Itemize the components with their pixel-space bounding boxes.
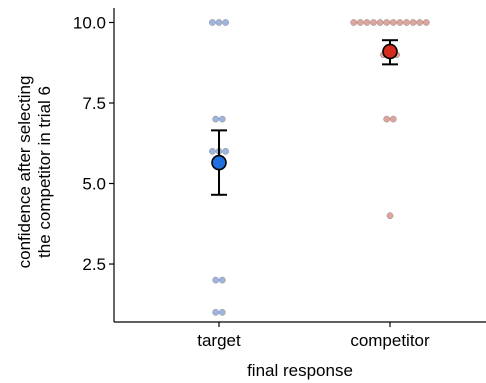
data-point-competitor bbox=[376, 19, 384, 26]
y-tick-label: 2.5 bbox=[82, 255, 106, 274]
data-point-target bbox=[218, 115, 226, 123]
mean-point-target bbox=[211, 154, 227, 171]
data-point-target bbox=[218, 276, 226, 284]
y-axis-title-line-2: the competitor in trial 6 bbox=[35, 86, 54, 258]
data-point-target bbox=[222, 147, 229, 155]
data-point-competitor bbox=[363, 19, 371, 26]
data-point-target bbox=[212, 308, 220, 316]
y-axis-title-line-1: confidence after selecting bbox=[15, 76, 34, 269]
data-point-target bbox=[209, 147, 216, 155]
data-point-competitor bbox=[422, 19, 430, 26]
data-point-competitor bbox=[416, 19, 424, 26]
x-axis-ticks: target competitor bbox=[197, 322, 430, 350]
y-axis-ticks: 2.5 5.0 7.5 10.0 bbox=[73, 13, 114, 274]
data-point-competitor bbox=[356, 19, 364, 26]
data-point-target bbox=[215, 19, 223, 26]
mean-point-competitor bbox=[382, 43, 398, 60]
y-axis-title: confidence after selecting the competito… bbox=[15, 76, 54, 269]
data-point-target bbox=[212, 276, 220, 284]
data-point-competitor bbox=[396, 19, 404, 26]
x-tick-label: target bbox=[197, 331, 241, 350]
data-point-target bbox=[212, 115, 220, 123]
x-tick-label: competitor bbox=[350, 331, 430, 350]
y-tick-label: 10.0 bbox=[73, 13, 106, 32]
mean-error-bars bbox=[211, 39, 398, 196]
data-point-competitor bbox=[409, 19, 417, 26]
data-point-target bbox=[218, 308, 226, 316]
data-point-competitor bbox=[403, 19, 410, 26]
data-point-competitor bbox=[389, 115, 397, 123]
data-point-competitor bbox=[389, 19, 397, 26]
y-tick-label: 7.5 bbox=[82, 94, 106, 113]
data-point-competitor bbox=[350, 19, 358, 26]
data-point-competitor bbox=[386, 212, 394, 220]
y-tick-label: 5.0 bbox=[82, 175, 106, 194]
data-point-competitor bbox=[383, 115, 391, 123]
data-point-competitor bbox=[383, 19, 391, 26]
data-points bbox=[209, 19, 430, 316]
data-point-competitor bbox=[370, 19, 377, 26]
data-point-target bbox=[209, 19, 216, 26]
data-point-target bbox=[222, 19, 229, 26]
x-axis-title: final response bbox=[247, 361, 353, 380]
